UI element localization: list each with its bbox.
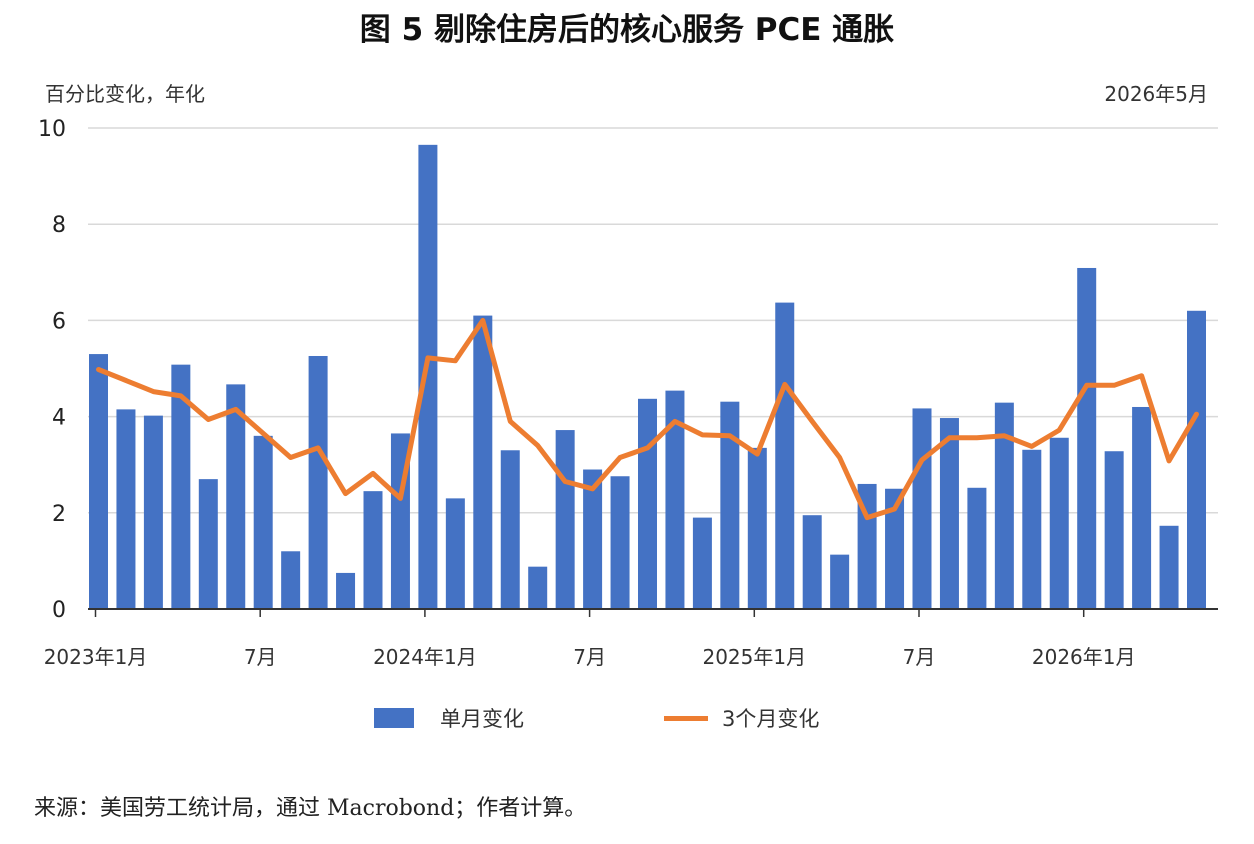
legend-swatch-line — [664, 715, 708, 721]
bar — [994, 402, 1014, 609]
bar — [939, 418, 959, 609]
bar — [143, 415, 163, 609]
bar — [967, 487, 987, 609]
bar — [1022, 449, 1042, 609]
bar — [500, 450, 520, 609]
bar — [665, 390, 685, 609]
y-axis-ticks: 0 2 4 6 8 10 — [38, 117, 66, 623]
x-tick-label: 7月 — [903, 645, 936, 669]
bar — [308, 355, 328, 609]
bar — [418, 144, 438, 609]
bar — [830, 554, 850, 609]
bar — [89, 354, 108, 609]
bar — [336, 572, 356, 609]
bar — [885, 488, 905, 609]
x-tick-label: 2023年1月 — [44, 645, 148, 669]
bar — [363, 491, 383, 609]
y-tick-label: 6 — [52, 309, 66, 334]
bar — [1132, 406, 1152, 609]
x-axis-ticks: 2023年1月 7月 2024年1月 7月 2025年1月 7月 2026年1月 — [44, 609, 1136, 669]
bar — [802, 515, 822, 609]
y-axis-unit-label: 百分比变化，年化 — [45, 82, 205, 106]
date-label: 2026年5月 — [1104, 82, 1208, 106]
legend-label-3-month: 3个月变化 — [722, 707, 820, 731]
bar — [692, 517, 712, 609]
bar — [775, 302, 795, 609]
bar — [528, 566, 548, 609]
x-tick-label: 7月 — [573, 645, 606, 669]
bar — [253, 435, 273, 609]
bars-monthly — [89, 144, 1206, 609]
source-note: 来源：美国劳工统计局，通过 Macrobond；作者计算。 — [34, 796, 587, 821]
bar — [198, 479, 218, 609]
x-tick-label: 2024年1月 — [373, 645, 477, 669]
bar — [1159, 525, 1179, 609]
bar — [747, 447, 767, 609]
bar — [610, 476, 630, 609]
chart: 0 2 4 6 8 10 2023年1月 7月 2024年1月 7月 2025年1月 7月 2026年… — [38, 117, 1218, 669]
x-tick-label: 2025年1月 — [702, 645, 806, 669]
y-tick-label: 2 — [52, 502, 66, 527]
bar — [171, 364, 191, 609]
legend-item-3-month: 3个月变化 — [664, 700, 819, 736]
x-tick-label: 2026年1月 — [1032, 645, 1136, 669]
legend-label-monthly: 单月变化 — [440, 707, 524, 731]
bar — [445, 498, 465, 609]
bar — [638, 398, 657, 609]
y-tick-label: 8 — [52, 213, 66, 238]
legend-item-monthly: 单月变化 — [374, 700, 524, 736]
legend-swatch-bar — [374, 708, 414, 728]
line-series-3-month — [96, 317, 1199, 521]
bar — [116, 409, 136, 609]
bar — [1077, 267, 1097, 609]
y-tick-label: 0 — [52, 598, 66, 623]
line-3-month — [96, 317, 1199, 521]
bar — [912, 408, 932, 609]
bar — [1049, 437, 1069, 609]
y-tick-label: 10 — [38, 117, 66, 142]
bar — [281, 551, 301, 609]
bar — [226, 384, 246, 609]
y-tick-label: 4 — [52, 406, 66, 431]
bar — [473, 315, 493, 609]
legend: 单月变化 3个月变化 — [0, 700, 1254, 736]
x-tick-label: 7月 — [244, 645, 277, 669]
bar — [720, 401, 740, 609]
bar — [1187, 310, 1206, 609]
bar — [583, 469, 603, 609]
bar — [555, 430, 575, 609]
chart-title: 图 5 剔除住房后的核心服务 PCE 通胀 — [359, 12, 895, 48]
bar — [1104, 451, 1124, 609]
